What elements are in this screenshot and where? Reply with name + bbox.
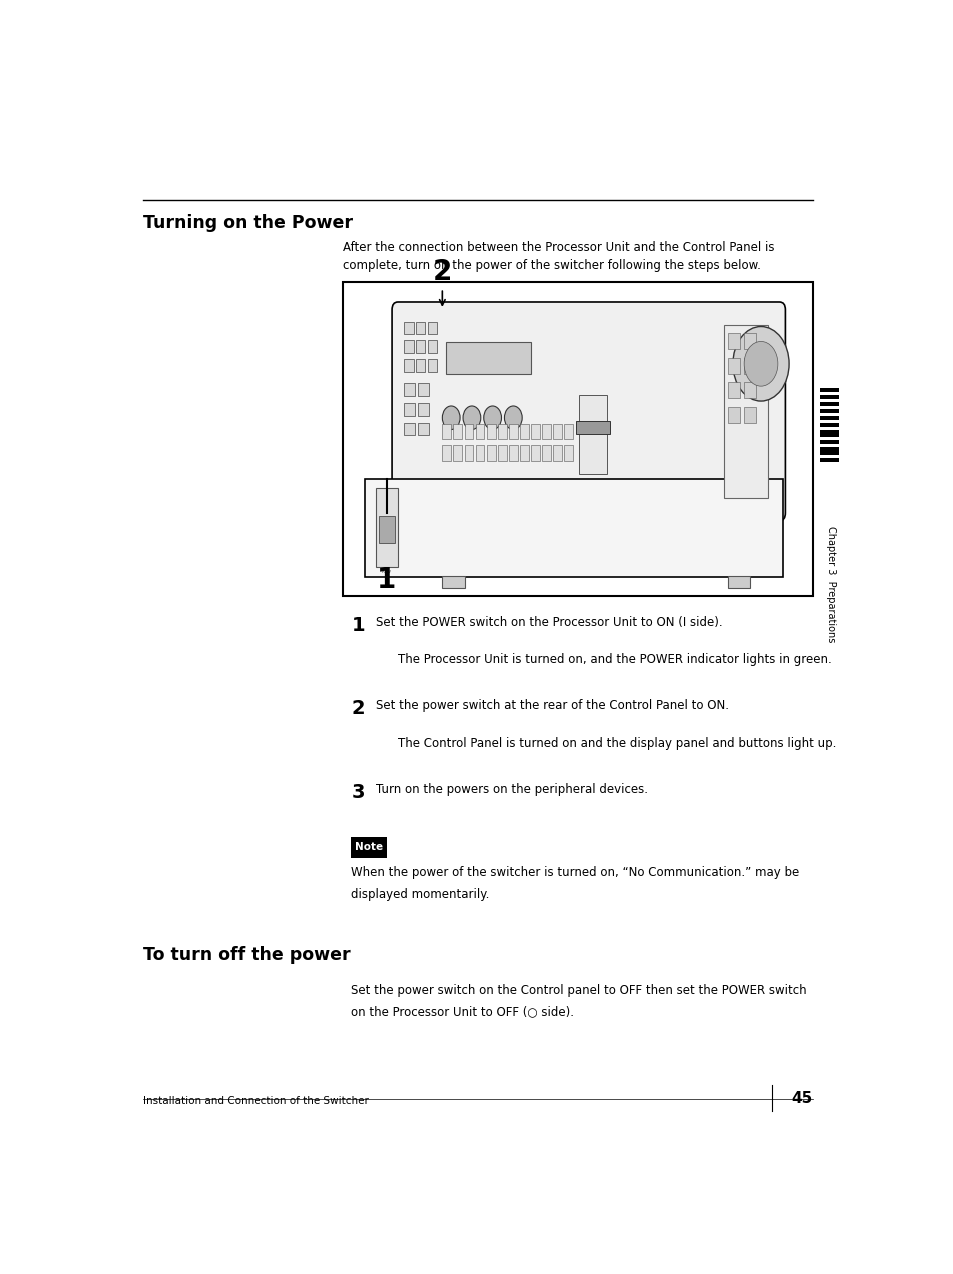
Bar [427,359,436,372]
Bar [486,445,495,461]
Bar [820,395,838,399]
Bar [351,837,387,859]
Bar [476,424,484,440]
Bar [403,403,415,415]
Bar [820,409,838,413]
FancyBboxPatch shape [392,302,784,521]
Bar [723,325,767,498]
Bar [743,358,755,373]
Bar [743,406,755,423]
Text: After the connection between the Processor Unit and the Control Panel is: After the connection between the Process… [342,241,773,255]
Text: Note: Note [355,842,383,852]
Text: To turn off the power: To turn off the power [143,947,350,964]
Text: on the Processor Unit to OFF (○ side).: on the Processor Unit to OFF (○ side). [351,1005,574,1018]
Text: 1: 1 [351,615,365,634]
Bar [416,321,425,334]
Bar [820,389,838,392]
Text: 2: 2 [433,259,452,287]
Bar [375,488,397,567]
Bar [442,424,451,440]
Bar [820,415,838,419]
Bar [743,334,755,349]
Bar [508,424,517,440]
Bar [564,445,573,461]
Circle shape [504,406,521,429]
Text: Turning on the Power: Turning on the Power [143,214,353,232]
Bar [531,424,539,440]
Text: displayed momentarily.: displayed momentarily. [351,888,489,901]
Circle shape [442,406,459,429]
Bar [820,447,838,455]
Bar [417,423,429,436]
Text: 45: 45 [791,1092,812,1106]
Bar [464,445,473,461]
Bar [519,424,528,440]
Bar [553,424,561,440]
Bar [727,334,739,349]
Bar [497,445,506,461]
Text: The Processor Unit is turned on, and the POWER indicator lights in green.: The Processor Unit is turned on, and the… [397,654,831,666]
Circle shape [743,341,777,386]
Bar [820,423,838,427]
Bar [519,445,528,461]
Bar [403,321,413,334]
Bar [553,445,561,461]
Text: 2: 2 [351,699,365,719]
Bar [342,283,812,596]
Bar [416,340,425,353]
Bar [403,359,413,372]
Text: Set the POWER switch on the Processor Unit to ON (Ⅰ side).: Set the POWER switch on the Processor Un… [375,615,721,629]
Bar [727,406,739,423]
Text: Set the power switch at the rear of the Control Panel to ON.: Set the power switch at the rear of the … [375,699,728,712]
Text: Turn on the powers on the peripheral devices.: Turn on the powers on the peripheral dev… [375,782,647,796]
Text: 1: 1 [376,567,396,594]
Bar [486,424,495,440]
Bar [727,382,739,397]
Bar [564,424,573,440]
Bar [464,424,473,440]
Text: POW: POW [381,569,392,573]
Bar [403,423,415,436]
Bar [508,445,517,461]
Circle shape [483,406,501,429]
Bar [453,445,462,461]
Bar [476,445,484,461]
Bar [427,321,436,334]
Bar [403,340,413,353]
Bar [743,382,755,397]
Bar [416,359,425,372]
Bar [442,576,464,589]
Text: Set the power switch on the Control panel to OFF then set the POWER switch: Set the power switch on the Control pane… [351,984,806,996]
Bar [727,358,739,373]
Circle shape [462,406,480,429]
Bar [378,516,395,543]
Bar [820,457,838,462]
Bar [727,576,749,589]
Bar [541,424,551,440]
Bar [427,340,436,353]
Text: complete, turn on the power of the switcher following the steps below.: complete, turn on the power of the switc… [342,259,760,271]
Text: 3: 3 [351,782,365,801]
Bar [497,424,506,440]
Bar [531,445,539,461]
Bar [453,424,462,440]
Bar [820,403,838,406]
Bar [417,403,429,415]
Bar [578,395,607,474]
Bar [820,441,838,445]
Text: Installation and Connection of the Switcher: Installation and Connection of the Switc… [143,1097,369,1106]
Bar [820,429,838,437]
Bar [417,383,429,396]
Circle shape [732,326,788,401]
Bar [446,343,531,373]
Text: When the power of the switcher is turned on, “No Communication.” may be: When the power of the switcher is turned… [351,866,799,879]
Bar [403,383,415,396]
Bar [541,445,551,461]
Bar [364,479,782,577]
Bar [442,445,451,461]
Bar [576,420,610,434]
Text: The Control Panel is turned on and the display panel and buttons light up.: The Control Panel is turned on and the d… [397,736,836,749]
Text: Chapter 3  Preparations: Chapter 3 Preparations [825,526,836,642]
